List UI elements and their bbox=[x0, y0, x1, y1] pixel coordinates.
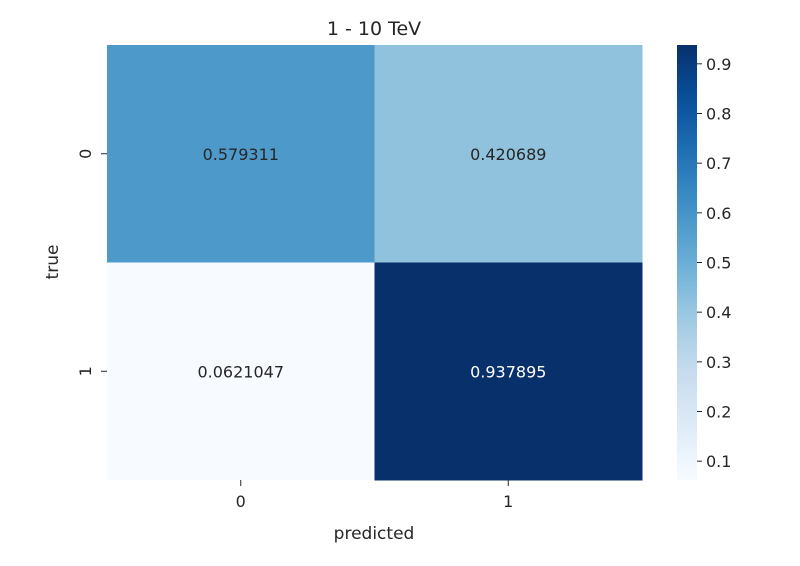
colorbar-tick-label-2: 0.3 bbox=[706, 353, 731, 372]
y-axis-label: true bbox=[43, 245, 63, 280]
cell-value-label-0-1: 0.420689 bbox=[470, 145, 546, 164]
colorbar-tick-label-5: 0.6 bbox=[706, 204, 731, 223]
colorbar-tick-label-3: 0.4 bbox=[706, 303, 731, 322]
cell-value-label-1-1: 0.937895 bbox=[470, 362, 546, 381]
colorbar-tick-label-0: 0.1 bbox=[706, 452, 731, 471]
cell-value-label-1-0: 0.0621047 bbox=[197, 362, 284, 381]
heatmap-cell-1-0 bbox=[107, 262, 375, 481]
colorbar: 0.1 0.2 0.3 0.4 0.5 0.6 0.7 0.8 0.9 bbox=[677, 45, 731, 480]
colorbar-tick-label-4: 0.5 bbox=[706, 253, 731, 272]
heatmap-cell-0-0 bbox=[107, 45, 375, 263]
colorbar-tick-label-7: 0.8 bbox=[706, 104, 731, 123]
colorbar-tick-label-8: 0.9 bbox=[706, 55, 731, 74]
heatmap-cells: 0.579311 0.420689 0.0621047 0.937895 bbox=[107, 45, 643, 481]
colorbar-gradient bbox=[677, 45, 697, 480]
chart-title: 1 - 10 TeV bbox=[327, 18, 421, 40]
heatmap-cell-1-1 bbox=[374, 262, 643, 481]
colorbar-tick-label-6: 0.7 bbox=[706, 154, 731, 173]
y-tick-label-0: 0 bbox=[76, 149, 95, 159]
x-axis-label: predicted bbox=[334, 524, 415, 544]
y-axis: 01 bbox=[76, 149, 107, 376]
heatmap-cell-0-1 bbox=[374, 45, 643, 263]
cell-value-label-0-0: 0.579311 bbox=[203, 145, 279, 164]
colorbar-tick-label-1: 0.2 bbox=[706, 403, 731, 422]
x-tick-label-1: 1 bbox=[503, 492, 513, 511]
y-tick-label-1: 1 bbox=[76, 366, 95, 376]
x-tick-label-0: 0 bbox=[236, 492, 246, 511]
